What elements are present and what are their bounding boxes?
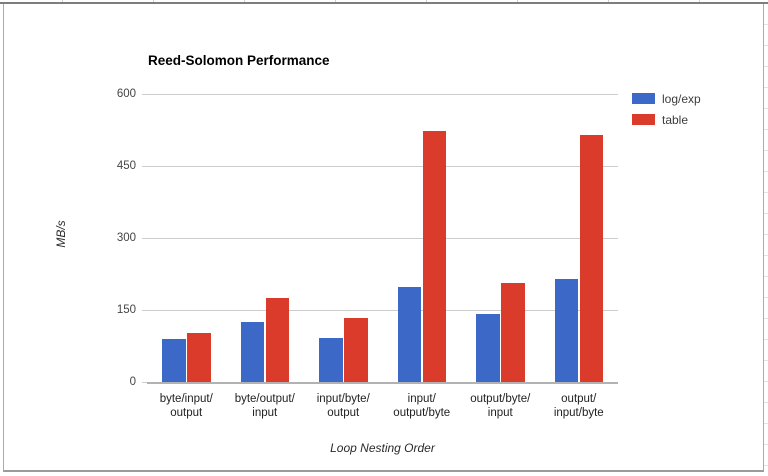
bar-log-exp-input-byte-output[interactable]: [319, 338, 343, 383]
bar-table-input-byte-output[interactable]: [344, 318, 368, 383]
bar-log-exp-output-input-byte[interactable]: [554, 278, 578, 383]
x-category-label-input-output-byte: input/output/byte: [383, 392, 462, 420]
bar-table-output-input-byte[interactable]: [579, 134, 603, 383]
y-tick-mark-450: [142, 166, 147, 167]
legend-label-log-exp: log/exp: [662, 91, 701, 106]
bar-log-exp-byte-output-input[interactable]: [240, 322, 264, 383]
gridline-150: [147, 310, 618, 311]
plot-area: [142, 94, 618, 384]
x-category-label-line: output/byte/: [470, 393, 531, 405]
y-tick-label-0: 0: [129, 376, 136, 388]
legend-swatch-table: [632, 114, 655, 125]
spreadsheet-right-grid-edge: [764, 4, 768, 472]
x-category-label-byte-output-input: byte/output/input: [226, 392, 305, 420]
legend-item-log-exp[interactable]: log/exp: [632, 88, 701, 109]
bar-log-exp-input-output-byte[interactable]: [397, 287, 421, 383]
y-axis-title: MB/s: [54, 220, 68, 248]
bar-log-exp-output-byte-input[interactable]: [476, 314, 500, 383]
x-category-label-line: output/: [561, 393, 597, 405]
bar-log-exp-byte-input-output[interactable]: [162, 338, 186, 383]
y-tick-label-150: 150: [116, 304, 136, 316]
legend: log/exp table: [632, 88, 701, 130]
x-category-label-output-input-byte: output/input/byte: [540, 392, 619, 420]
x-category-label-line: byte/input/: [159, 393, 213, 405]
chart-title: Reed-Solomon Performance: [148, 53, 330, 68]
gridline-300: [147, 238, 618, 239]
y-tick-label-600: 600: [116, 88, 136, 100]
y-tick-mark-600: [142, 94, 147, 95]
y-tick-mark-300: [142, 238, 147, 239]
y-tick-mark-0: [142, 382, 147, 383]
y-tick-label-300: 300: [116, 232, 136, 244]
bar-table-output-byte-input[interactable]: [501, 282, 525, 383]
x-category-label-line: input: [252, 407, 278, 419]
x-category-label-byte-input-output: byte/input/output: [147, 392, 226, 420]
y-tick-label-450: 450: [116, 160, 136, 172]
gridline-450: [147, 166, 618, 167]
bar-table-input-output-byte[interactable]: [422, 131, 446, 383]
bar-table-byte-output-input[interactable]: [265, 297, 289, 383]
x-category-label-line: input/byte: [553, 407, 604, 419]
x-category-label-line: input: [487, 407, 513, 419]
legend-swatch-log-exp: [632, 93, 655, 104]
legend-item-table[interactable]: table: [632, 109, 701, 130]
x-axis-baseline: [147, 382, 618, 384]
x-category-label-line: input/: [407, 393, 436, 405]
bar-table-byte-input-output[interactable]: [187, 332, 211, 383]
window-top-border: [0, 2, 768, 4]
x-category-label-output-byte-input: output/byte/input: [461, 392, 540, 420]
x-category-label-line: output: [327, 407, 360, 419]
gridline-600: [147, 94, 618, 95]
x-axis-title: Loop Nesting Order: [330, 441, 435, 455]
x-category-label-line: input/byte/: [316, 393, 370, 405]
spreadsheet-top-grid-edge: [0, 0, 768, 2]
x-category-label-line: output/byte: [393, 407, 451, 419]
x-category-label-line: byte/output/: [234, 393, 295, 405]
x-category-label-line: output: [170, 407, 203, 419]
legend-label-table: table: [662, 112, 689, 127]
x-category-label-input-byte-output: input/byte/output: [304, 392, 383, 420]
y-tick-mark-150: [142, 310, 147, 311]
